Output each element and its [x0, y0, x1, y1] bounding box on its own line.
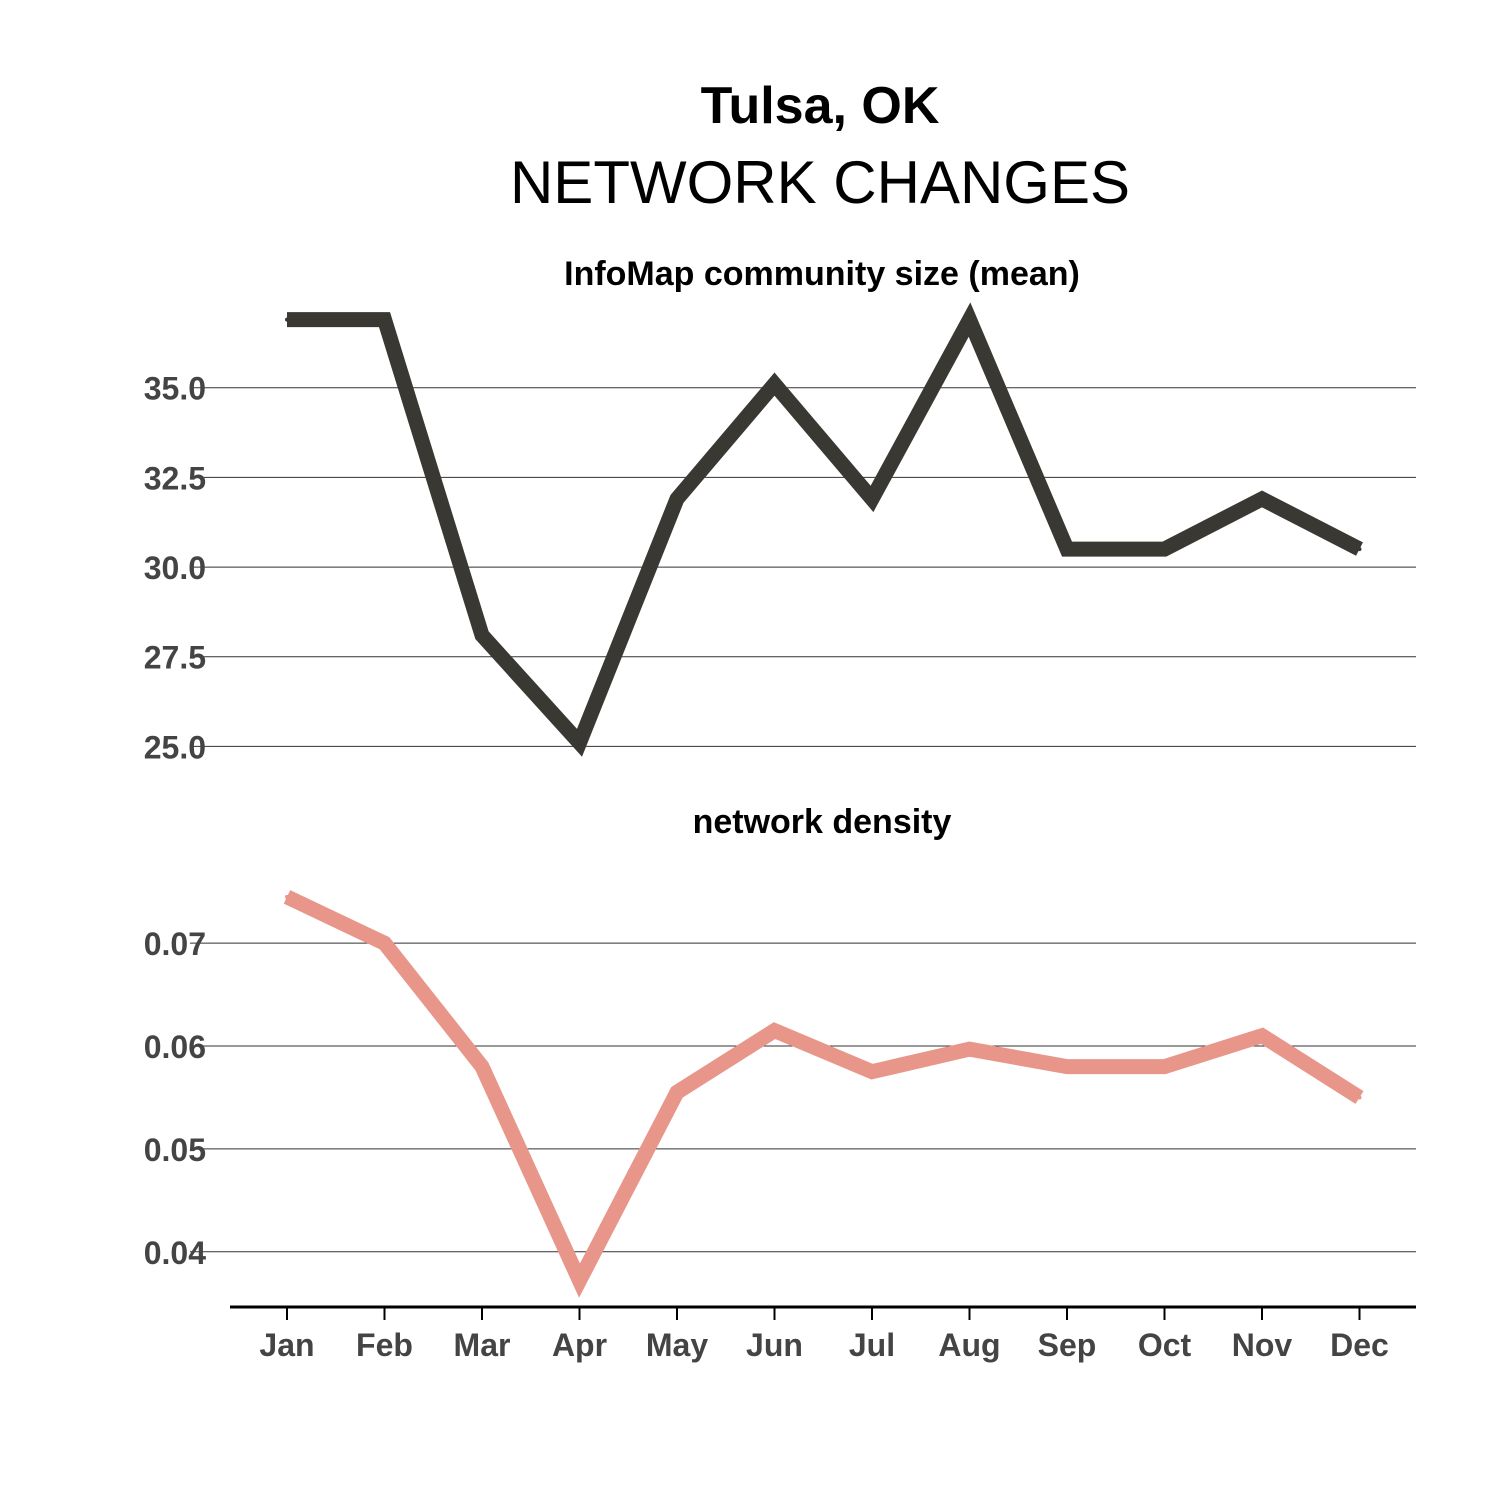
x-tick-label: Mar: [454, 1327, 511, 1363]
series-line-network-density: [283, 890, 1364, 1298]
data-point: [577, 1278, 582, 1283]
x-tick-label: Jan: [259, 1327, 314, 1363]
x-tick-label: Jun: [746, 1327, 803, 1363]
data-point: [1065, 1064, 1069, 1069]
data-point: [577, 740, 582, 745]
x-tick-label: Apr: [552, 1327, 607, 1363]
x-tick-label: Jul: [849, 1327, 895, 1363]
data-point: [1065, 547, 1069, 552]
data-point: [1162, 1064, 1167, 1069]
chart-subtitle: NETWORK CHANGES: [509, 149, 1131, 216]
y-tick-label: 0.06: [144, 1029, 206, 1065]
data-point: [675, 496, 679, 501]
data-point: [480, 633, 484, 638]
y-tick-label: 0.04: [144, 1235, 206, 1271]
data-point: [1357, 547, 1362, 552]
x-tick-label: Nov: [1232, 1327, 1293, 1363]
y-tick-label: 32.5: [144, 460, 206, 496]
x-axis: Jan Feb Mar Apr May Jun Jul Aug Sep Oct Nov Dec: [230, 1305, 1416, 1363]
y-tick-label: 25.0: [144, 729, 206, 765]
panel-title-community-size: InfoMap community size (mean): [564, 255, 1080, 293]
data-point: [1162, 547, 1167, 552]
x-tick-label: Oct: [1138, 1327, 1192, 1363]
data-point: [285, 317, 289, 322]
data-point: [870, 1069, 874, 1074]
x-tick-label: Aug: [938, 1327, 1000, 1363]
panel-title-network-density: network density: [693, 803, 952, 841]
data-point: [772, 382, 777, 387]
data-point: [1357, 1095, 1362, 1100]
data-point: [967, 1047, 972, 1052]
y-tick-label: 30.0: [144, 550, 206, 586]
y-tick-label: 0.05: [144, 1132, 206, 1168]
y-tick-label: 35.0: [144, 371, 206, 407]
x-tick-label: Sep: [1038, 1327, 1097, 1363]
y-tick-label: 27.5: [144, 640, 206, 676]
data-point: [285, 894, 289, 899]
series-line-community-size: [287, 302, 1363, 757]
data-point: [772, 1028, 777, 1033]
data-point: [1260, 496, 1264, 501]
x-tick-label: Feb: [356, 1327, 413, 1363]
data-point: [675, 1090, 679, 1095]
series-lines: [283, 302, 1364, 1298]
data-point: [382, 941, 387, 946]
data-point: [870, 496, 874, 501]
data-point: [967, 317, 972, 322]
data-point: [1260, 1033, 1264, 1038]
data-point: [382, 317, 387, 322]
y-tick-label: 0.07: [144, 926, 206, 962]
x-tick-label: Dec: [1330, 1327, 1389, 1363]
chart-title: Tulsa, OK: [700, 77, 940, 135]
data-point: [480, 1064, 484, 1069]
y-tick-labels: 25.0 27.5 30.0 32.5 35.0 0.04 0.05 0.06 0.07: [144, 371, 206, 1271]
x-tick-label: May: [646, 1327, 708, 1363]
